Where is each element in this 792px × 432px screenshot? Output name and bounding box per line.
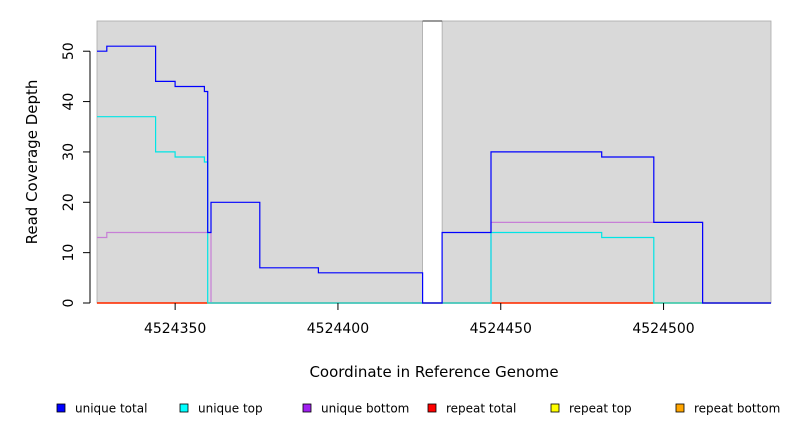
- y-axis-title: Read Coverage Depth: [23, 80, 41, 245]
- legend: unique total unique top unique bottom repea…: [56, 402, 780, 416]
- legend-item: repeat top: [550, 402, 632, 416]
- legend-item: unique total: [56, 402, 147, 416]
- y-tick-label: 10: [61, 244, 77, 262]
- legend-label: repeat total: [446, 402, 516, 416]
- y-tick-label: 0: [61, 299, 77, 308]
- y-tick-label: 50: [61, 42, 77, 60]
- plot-background: [96, 20, 772, 304]
- legend-swatch: [179, 403, 189, 413]
- legend-label: unique bottom: [321, 402, 409, 416]
- legend-swatch: [550, 403, 560, 413]
- plot-panel-right: [441, 20, 772, 304]
- legend-label: unique total: [75, 402, 147, 416]
- legend-item: unique bottom: [302, 402, 409, 416]
- x-axis: 4524350 4524400 4524450 4524500: [144, 303, 695, 337]
- x-tick-label: 4524350: [144, 321, 206, 337]
- x-axis-title: Coordinate in Reference Genome: [309, 363, 558, 381]
- x-tick-label: 4524450: [470, 321, 532, 337]
- legend-label: repeat top: [569, 402, 632, 416]
- legend-label: unique top: [198, 402, 263, 416]
- series-unique-top: [97, 116, 771, 304]
- legend-swatch: [56, 403, 66, 413]
- legend-item: repeat total: [427, 402, 516, 416]
- x-tick-label: 4524500: [632, 321, 694, 337]
- series-unique-total: [97, 45, 771, 304]
- legend-swatch: [427, 403, 437, 413]
- y-tick-label: 20: [61, 193, 77, 211]
- legend-item: repeat bottom: [675, 402, 780, 416]
- series-layer: [97, 45, 771, 304]
- x-tick-label: 4524400: [307, 321, 369, 337]
- y-tick-label: 30: [61, 143, 77, 161]
- y-tick-label: 40: [61, 93, 77, 111]
- legend-label: repeat bottom: [694, 402, 780, 416]
- y-axis: 0 10 20 30 40 50: [61, 42, 91, 308]
- legend-swatch: [675, 403, 685, 413]
- legend-item: unique top: [179, 402, 263, 416]
- legend-swatch: [302, 403, 312, 413]
